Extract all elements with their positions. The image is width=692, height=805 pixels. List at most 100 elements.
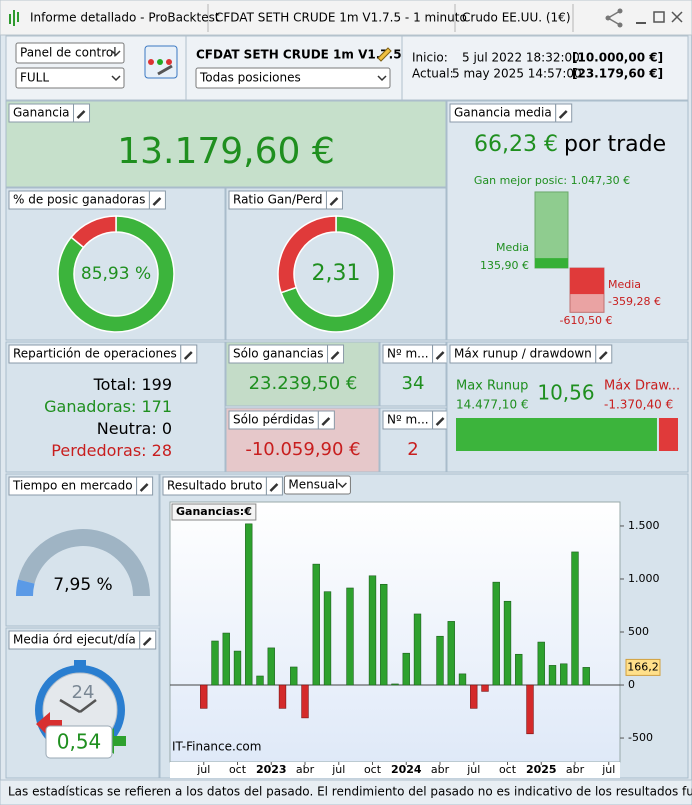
start-date: 5 jul 2022 18:32:00 (462, 51, 580, 65)
y-axis-label-box (171, 503, 257, 521)
x-tick-label: 2024 (391, 763, 422, 776)
watermark: IT-Finance.com (172, 740, 261, 754)
donut-loss (70, 215, 117, 249)
drawdown-label: Máx Draw... (604, 379, 680, 394)
bar (458, 673, 467, 686)
y-tick-label: -500 (628, 731, 653, 744)
trade-count-label: Ganadoras: (44, 397, 136, 416)
avg-profit: 66,23 € (474, 132, 558, 157)
time-in-market: 7,95 % (53, 575, 112, 595)
trade-count-value: 0 (162, 419, 172, 438)
wrench-icon (321, 417, 331, 426)
clock-hand (59, 698, 97, 714)
worst-trade-value: -610,50 € (560, 314, 613, 327)
best-trade-value: 1.047,30 € (571, 174, 630, 187)
bar (200, 684, 208, 709)
avg-loss-value: -359,28 € (608, 295, 661, 308)
bar (436, 635, 444, 686)
start-capital: [10.000,00 €] (572, 51, 663, 65)
gauge-track (18, 529, 151, 596)
wrench-icon (152, 197, 162, 206)
trade-count-row: Perdedoras: 28 (51, 441, 172, 460)
instrument-title: Crudo EE.UU. (1€) (462, 11, 571, 25)
bar (560, 663, 568, 686)
bar (278, 684, 287, 709)
donut-loss (277, 215, 337, 294)
icon-dot (148, 59, 154, 65)
avg-loss-bar (570, 268, 604, 295)
strategy-title: CFDAT SETH CRUDE 1m V1.7.5 - 1 minuto (215, 11, 467, 25)
bar (290, 666, 298, 686)
status-bar (0, 779, 692, 805)
close-button[interactable] (671, 11, 683, 23)
current-date: 5 may 2025 14:57:00 (452, 67, 582, 81)
bar (503, 600, 512, 686)
total-profit: 13.179,60 € (117, 131, 335, 172)
trade-count-value: 199 (141, 375, 172, 394)
x-tick-label: jul (196, 763, 210, 776)
wrench-icon (598, 351, 608, 360)
x-axis-band (170, 762, 620, 778)
dropdown[interactable] (283, 475, 351, 495)
start-label: Inicio: (412, 51, 448, 65)
losing-count: 2 (407, 439, 418, 460)
trade-count-label: Total: (93, 375, 137, 394)
strategy-name: CFDAT SETH CRUDE 1m V1.7.5 (196, 48, 402, 62)
dropdown-caret (337, 482, 347, 489)
wrench-icon (330, 351, 340, 360)
share-dot (617, 8, 623, 14)
donut-win (280, 215, 395, 333)
runup-label: Max Runup (456, 379, 528, 394)
bar (571, 551, 579, 686)
panel-title: Sólo ganancias (233, 347, 324, 361)
dropdown (15, 42, 125, 64)
win-rate: 85,93 % (81, 264, 151, 284)
best-trade-bar (534, 191, 569, 269)
panel-title: Ganancia (13, 106, 70, 120)
win-loss-ratio: 2,31 (312, 261, 361, 286)
panel (5, 341, 226, 473)
x-tick-label: oct (364, 763, 382, 776)
dropdown-value: FULL (20, 71, 49, 85)
panel-title: Nº m... (387, 413, 429, 427)
bar (211, 640, 219, 686)
red-arrow (36, 712, 62, 738)
dropdown (195, 67, 391, 89)
x-tick-label: abr (566, 763, 585, 776)
bar (301, 684, 309, 719)
y-axis-label: Ganancias:€ (176, 505, 252, 518)
icon-dot (166, 59, 172, 65)
icon-dot (157, 59, 163, 65)
plot-area (169, 501, 621, 763)
edit-pencil[interactable] (377, 47, 392, 62)
wrench-icon (269, 483, 279, 492)
trade-count-row: Neutra: 0 (97, 419, 172, 438)
bar (492, 581, 500, 686)
panel-title: Ratio Gan/Perd (233, 193, 322, 207)
x-tick-label: abr (296, 763, 315, 776)
panel-title: Sólo pérdidas (233, 413, 314, 427)
trade-count-value: 28 (152, 441, 172, 460)
wrench-icon (142, 637, 152, 646)
bar (391, 683, 399, 686)
gross-loss: -10.059,90 € (245, 439, 360, 460)
winning-count: 34 (402, 373, 425, 394)
y-tick-label: 1.000 (628, 572, 660, 585)
bar (267, 647, 275, 686)
disclaimer: Las estadísticas se refieren a los datos… (8, 785, 692, 799)
x-tick-label: jul (331, 763, 345, 776)
panel-title: Media órd ejecut/día (13, 633, 136, 647)
x-tick-label: abr (431, 763, 450, 776)
trade-count-label: Neutra: (97, 419, 157, 438)
wrench-icon (329, 197, 339, 206)
panel-title: Máx runup / drawdown (454, 347, 592, 361)
clock-top (74, 660, 86, 668)
trade-count-row: Total: 199 (93, 375, 172, 394)
period-select-value: Mensual (288, 478, 338, 492)
dropdown-caret (111, 50, 121, 57)
panel-title: % de posic ganadoras (13, 193, 145, 207)
bar (245, 523, 253, 686)
drawdown-value: -1.370,40 € (604, 398, 673, 412)
bar (312, 563, 320, 686)
